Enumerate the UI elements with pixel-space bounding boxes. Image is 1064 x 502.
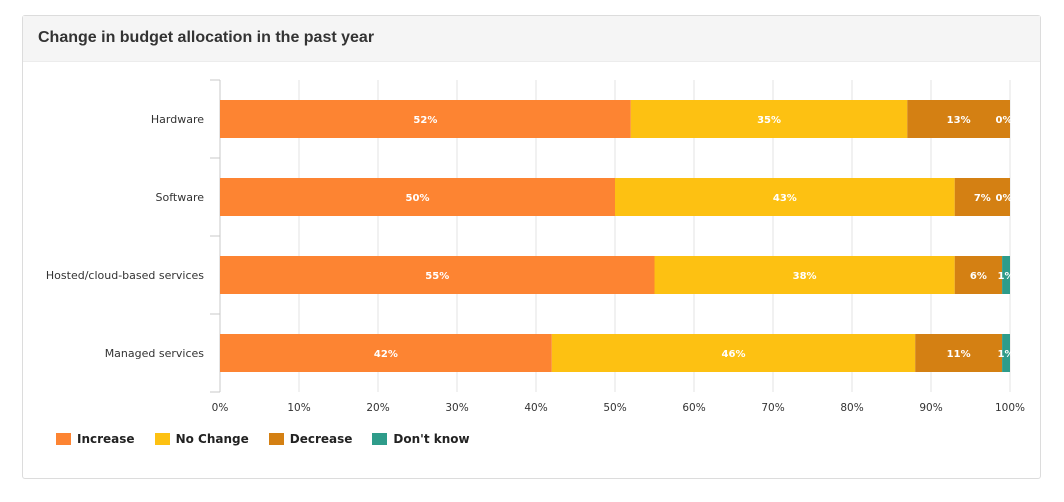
chart-title: Change in budget allocation in the past … xyxy=(38,29,375,46)
data-label: 42% xyxy=(374,349,398,360)
bar-segment xyxy=(915,334,1003,372)
category-label: Managed services xyxy=(105,347,205,360)
x-tick-label: 40% xyxy=(524,402,547,414)
data-label: 0% xyxy=(996,193,1013,204)
bar-segment xyxy=(954,256,1003,294)
data-label: 0% xyxy=(996,115,1013,126)
legend-swatch xyxy=(372,433,388,445)
legend-label: Decrease xyxy=(289,432,353,446)
bar-segment xyxy=(907,100,1010,138)
x-tick-label: 100% xyxy=(995,402,1025,414)
data-label: 35% xyxy=(757,115,781,126)
legend-swatch xyxy=(56,433,71,445)
legend-label: No Change xyxy=(175,432,249,446)
x-tick-label: 70% xyxy=(761,402,784,414)
bar-segment xyxy=(220,256,655,294)
data-label: 1% xyxy=(998,271,1015,282)
legend-swatch xyxy=(154,433,170,445)
bar-segment xyxy=(954,178,1010,216)
data-label: 1% xyxy=(998,349,1015,360)
category-label: Hosted/cloud-based services xyxy=(46,269,204,282)
legend-swatch xyxy=(268,433,284,445)
bar-segment xyxy=(1002,334,1010,372)
bar-segment xyxy=(220,178,615,216)
x-tick-label: 90% xyxy=(919,402,942,414)
data-label: 55% xyxy=(425,271,449,282)
x-tick-label: 80% xyxy=(840,402,863,414)
data-label: 52% xyxy=(413,115,437,126)
legend-label: Increase xyxy=(77,432,135,446)
category-label: Hardware xyxy=(151,113,204,126)
x-tick-label: 50% xyxy=(603,402,626,414)
legend-item[interactable]: Decrease xyxy=(268,432,353,446)
data-label: 7% xyxy=(974,193,991,204)
data-label: 38% xyxy=(793,271,817,282)
data-label: 43% xyxy=(773,193,797,204)
x-tick-label: 30% xyxy=(445,402,468,414)
legend-label: Don't know xyxy=(393,432,470,446)
chart-card: Change in budget allocation in the past … xyxy=(22,15,1041,479)
bar-segment xyxy=(630,100,908,138)
bar-segment xyxy=(551,334,916,372)
x-tick-label: 20% xyxy=(366,402,389,414)
legend-item[interactable]: Increase xyxy=(56,432,135,446)
data-label: 13% xyxy=(947,115,971,126)
chart-legend: Increase No Change Decrease Don't know xyxy=(56,432,470,446)
data-label: 6% xyxy=(970,271,987,282)
bar-segment xyxy=(654,256,955,294)
data-label: 46% xyxy=(722,349,746,360)
x-tick-label: 0% xyxy=(212,402,229,414)
x-tick-label: 60% xyxy=(682,402,705,414)
legend-item[interactable]: Don't know xyxy=(372,432,470,446)
category-label: Software xyxy=(156,191,205,204)
x-tick-label: 10% xyxy=(287,402,310,414)
bar-segment xyxy=(1002,256,1010,294)
bar-segment xyxy=(615,178,955,216)
legend-item[interactable]: No Change xyxy=(154,432,249,446)
data-label: 11% xyxy=(947,349,971,360)
card-header: Change in budget allocation in the past … xyxy=(23,16,1040,62)
bar-segment xyxy=(220,334,552,372)
data-label: 50% xyxy=(406,193,430,204)
bar-segment xyxy=(220,100,631,138)
